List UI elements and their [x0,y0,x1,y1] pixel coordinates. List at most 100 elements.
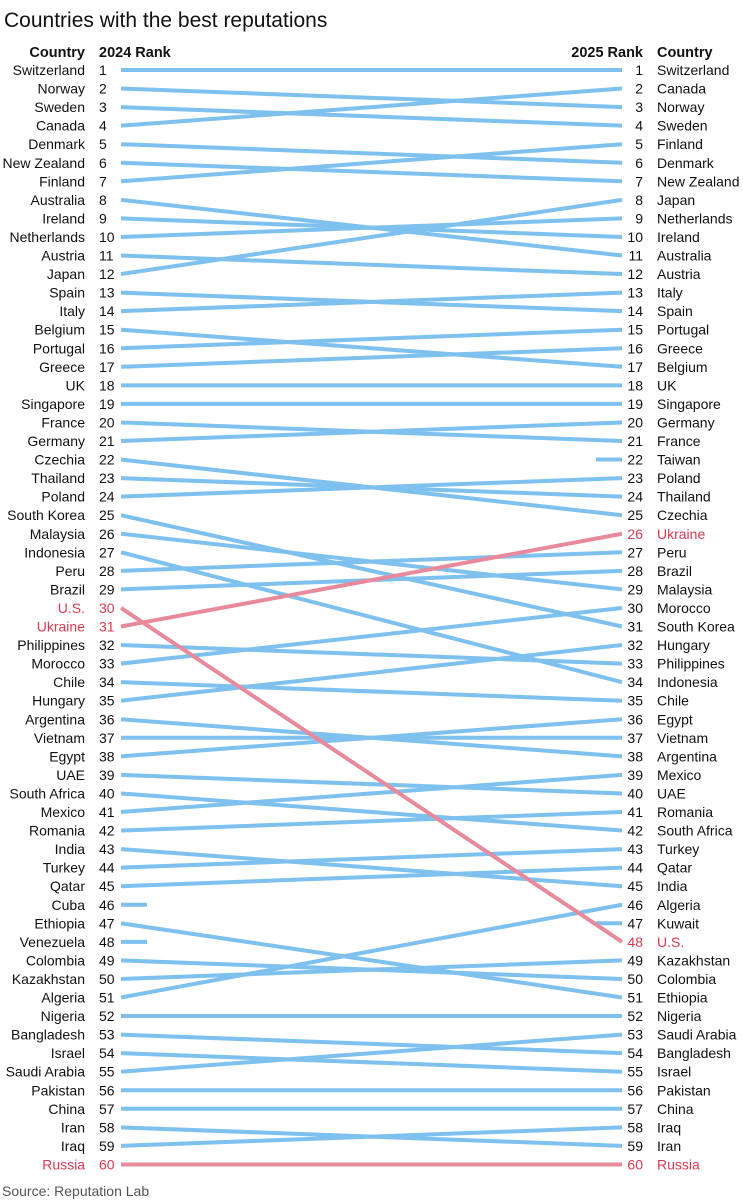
right-rank-label: 60 [627,1156,643,1172]
left-country-label: New Zealand [3,155,86,171]
left-rank-label: 52 [99,1008,115,1024]
left-rank-label: 33 [99,656,115,672]
left-rank-label: 41 [99,804,115,820]
slope-line-ukraine [120,531,623,629]
left-country-label: Singapore [21,396,85,412]
left-rank-label: 45 [99,878,115,894]
left-rank-label: 31 [99,619,115,635]
left-country-label: Ireland [42,210,85,226]
right-country-label: Germany [657,414,715,430]
right-rank-label: 54 [627,1045,643,1061]
slope-line-israel [120,1051,623,1074]
right-rank-label: 46 [627,897,643,913]
right-country-label: Sweden [657,118,708,134]
right-rank-label: 36 [627,711,643,727]
left-rank-label: 48 [99,934,115,950]
left-country-label: Chile [53,674,85,690]
left-rank-label: 4 [99,118,107,134]
right-country-label: Malaysia [657,581,712,597]
left-country-label: Venezuela [20,934,86,950]
left-country-label: Iran [61,1119,85,1135]
right-country-label: Greece [657,340,703,356]
right-country-label: Nigeria [657,1008,702,1024]
left-rank-label: 24 [99,489,115,505]
slope-line-peru [120,550,623,573]
left-country-label: India [55,841,86,857]
right-country-label: Italy [657,285,683,301]
slope-line-germany [120,420,623,443]
left-country-label: U.S. [58,600,85,616]
right-country-label: U.S. [657,934,684,950]
right-rank-label: 53 [627,1027,643,1043]
rank-labels: Switzerland 1 Norway 2 Sweden 3 Canada 4 Denmark… [3,62,740,1172]
right-rank-label: 56 [627,1082,643,1098]
slope-line-denmark [120,142,623,165]
slope-line-canada [120,86,623,128]
right-country-label: Brazil [657,563,692,579]
left-country-label: Bangladesh [11,1027,85,1043]
left-rank-label: 37 [99,730,115,746]
left-country-label: Nigeria [41,1008,86,1024]
right-rank-label: 9 [635,210,643,226]
slope-line-sweden [120,105,623,128]
slope-line-italy [120,290,623,314]
left-country-label: Portugal [33,340,85,356]
right-rank-label: 57 [627,1101,643,1117]
right-rank-label: 42 [627,823,643,839]
left-country-header: Country [29,45,85,61]
left-rank-label: 50 [99,971,115,987]
left-country-label: Thailand [31,470,85,486]
right-country-label: Chile [657,693,689,709]
slope-line-egypt [120,717,623,759]
slope-line-uae [120,772,623,796]
left-rank-label: 20 [99,414,115,430]
left-rank-label: 3 [99,99,107,115]
right-country-label: India [657,878,688,894]
left-rank-label: 2 [99,81,107,97]
left-country-label: Kazakhstan [12,971,85,987]
left-rank-label: 26 [99,526,115,542]
left-country-label: Austria [41,248,85,264]
left-rank-label: 8 [99,192,107,208]
right-rank-label: 50 [627,971,643,987]
right-rank-label: 15 [627,322,643,338]
right-country-label: Pakistan [657,1082,711,1098]
right-rank-label: 19 [627,396,643,412]
right-rank-label: 8 [635,192,643,208]
right-country-label: Japan [657,192,695,208]
left-rank-label: 14 [99,303,115,319]
left-rank-label: 18 [99,377,115,393]
left-country-label: Argentina [25,711,85,727]
left-rank-label: 1 [99,62,107,78]
right-rank-label: 48 [627,934,643,950]
left-rank-label: 23 [99,470,115,486]
right-country-label: Canada [657,81,706,97]
left-country-label: Philippines [17,637,85,653]
right-country-label: Kuwait [657,915,699,931]
right-country-label: Ukraine [657,526,705,542]
left-country-label: Israel [51,1045,85,1061]
left-country-label: Vietnam [34,730,85,746]
slope-line-belgium [120,327,623,369]
right-rank-label: 20 [627,414,643,430]
right-country-label: Taiwan [657,452,701,468]
left-country-label: Germany [27,433,85,449]
left-country-label: Romania [29,823,85,839]
left-rank-label: 51 [99,990,115,1006]
left-rank-label: 21 [99,433,115,449]
left-country-label: Russia [42,1156,85,1172]
slope-line-saudi-arabia [120,1032,623,1074]
right-country-label: South Africa [657,823,733,839]
left-rank-label: 27 [99,544,115,560]
left-rank-label: 57 [99,1101,115,1117]
slope-line-romania [120,810,623,833]
right-rank-label: 33 [627,656,643,672]
left-rank-label: 53 [99,1027,115,1043]
slope-line-austria [120,253,623,277]
right-rank-label: 59 [627,1138,643,1154]
right-country-label: Turkey [657,841,699,857]
slope-line-india [120,847,623,889]
left-rank-label: 6 [99,155,107,171]
source-note: Source: Reputation Lab [2,1183,149,1199]
left-rank-label: 47 [99,915,115,931]
